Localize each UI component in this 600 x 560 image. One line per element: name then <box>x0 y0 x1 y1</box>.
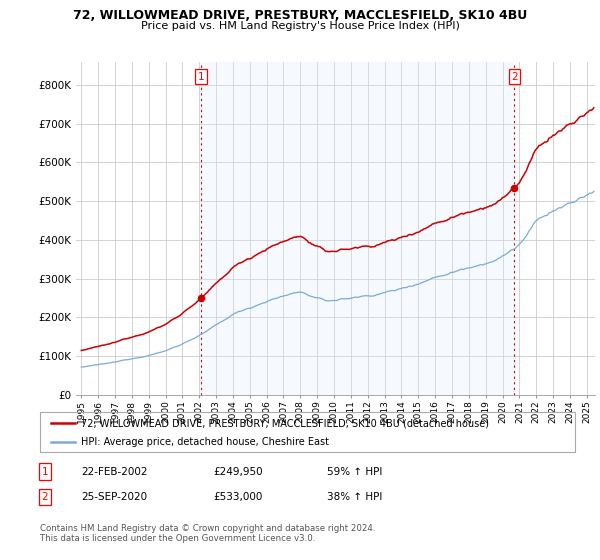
Text: 72, WILLOWMEAD DRIVE, PRESTBURY, MACCLESFIELD, SK10 4BU (detached house): 72, WILLOWMEAD DRIVE, PRESTBURY, MACCLES… <box>81 418 489 428</box>
Text: 1: 1 <box>198 72 205 82</box>
Text: 72, WILLOWMEAD DRIVE, PRESTBURY, MACCLESFIELD, SK10 4BU: 72, WILLOWMEAD DRIVE, PRESTBURY, MACCLES… <box>73 9 527 22</box>
Text: Price paid vs. HM Land Registry's House Price Index (HPI): Price paid vs. HM Land Registry's House … <box>140 21 460 31</box>
Text: Contains HM Land Registry data © Crown copyright and database right 2024.
This d: Contains HM Land Registry data © Crown c… <box>40 524 376 543</box>
Text: 22-FEB-2002: 22-FEB-2002 <box>81 466 148 477</box>
Text: £249,950: £249,950 <box>213 466 263 477</box>
Text: 2: 2 <box>511 72 518 82</box>
Text: 59% ↑ HPI: 59% ↑ HPI <box>327 466 382 477</box>
Text: 2: 2 <box>41 492 49 502</box>
Point <box>196 293 206 302</box>
Text: £533,000: £533,000 <box>213 492 262 502</box>
Text: 25-SEP-2020: 25-SEP-2020 <box>81 492 147 502</box>
Point <box>509 184 519 193</box>
Text: HPI: Average price, detached house, Cheshire East: HPI: Average price, detached house, Ches… <box>81 437 329 446</box>
Text: 1: 1 <box>41 466 49 477</box>
Text: 38% ↑ HPI: 38% ↑ HPI <box>327 492 382 502</box>
Bar <box>201 62 514 395</box>
